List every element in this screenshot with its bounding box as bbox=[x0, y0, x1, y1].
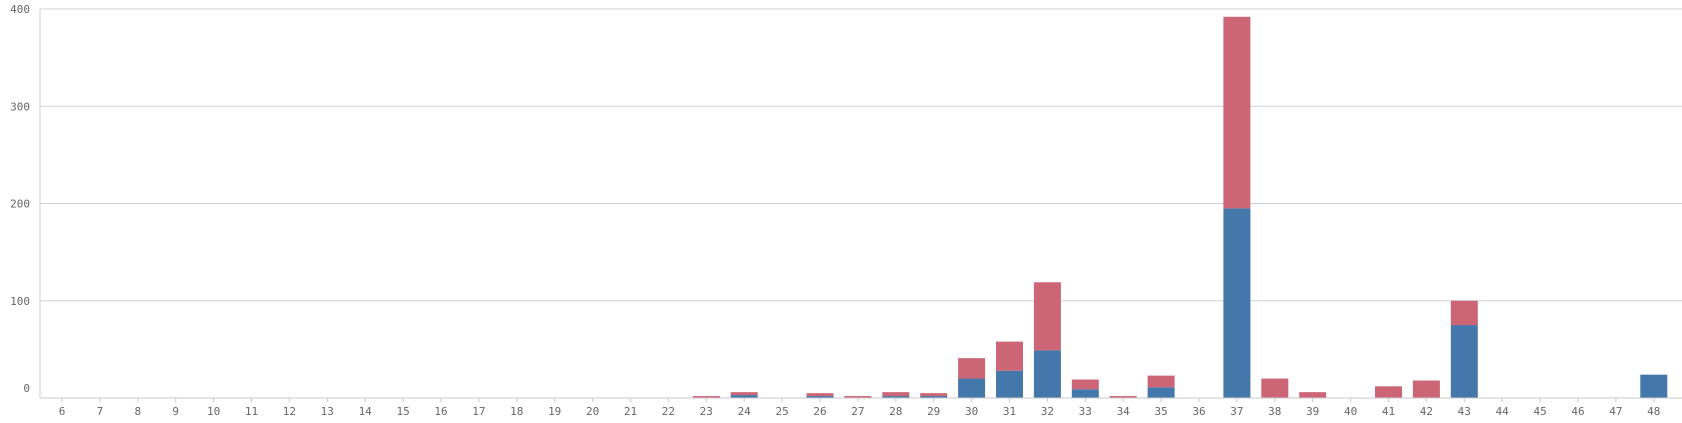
bar-segment-48-series-1 bbox=[1640, 374, 1668, 398]
x-tick-label: 31 bbox=[1003, 405, 1016, 418]
x-tick-label: 25 bbox=[775, 405, 788, 418]
x-tick-label: 43 bbox=[1458, 405, 1471, 418]
bar-segment-29-series-2 bbox=[920, 393, 948, 397]
x-tick-label: 20 bbox=[586, 405, 599, 418]
x-tick-label: 14 bbox=[359, 405, 373, 418]
bar-segment-24-series-2 bbox=[730, 392, 758, 396]
x-tick-label: 19 bbox=[548, 405, 561, 418]
x-tick-label: 48 bbox=[1647, 405, 1660, 418]
x-tick-label: 10 bbox=[207, 405, 220, 418]
y-tick-label: 200 bbox=[10, 198, 30, 211]
x-tick-label: 21 bbox=[624, 405, 637, 418]
x-tick-label: 18 bbox=[510, 405, 523, 418]
x-tick-label: 17 bbox=[472, 405, 485, 418]
y-axis-ticks: 0 100 200 300 400 bbox=[10, 3, 30, 395]
x-tick-label: 32 bbox=[1041, 405, 1054, 418]
x-tick-label: 28 bbox=[889, 405, 902, 418]
x-tick-label: 42 bbox=[1420, 405, 1433, 418]
bar-segment-35-series-2 bbox=[1147, 375, 1175, 388]
bar-segment-35-series-1 bbox=[1147, 387, 1175, 398]
bar-segment-43-series-1 bbox=[1450, 325, 1478, 398]
x-tick-label: 44 bbox=[1496, 405, 1510, 418]
bar-segment-34-series-2 bbox=[1109, 396, 1137, 398]
bar-segment-30-series-1 bbox=[958, 378, 986, 398]
bar-segment-27-series-2 bbox=[844, 396, 872, 398]
bar-segment-41-series-2 bbox=[1375, 386, 1402, 398]
x-tick-label: 26 bbox=[813, 405, 826, 418]
bar-segment-24-series-1 bbox=[730, 395, 758, 398]
bar-segment-33-series-2 bbox=[1071, 379, 1099, 390]
x-tick-label: 37 bbox=[1230, 405, 1243, 418]
x-tick-label: 33 bbox=[1079, 405, 1092, 418]
bar-segment-26-series-1 bbox=[806, 396, 834, 398]
bar-segment-32-series-2 bbox=[1033, 282, 1061, 351]
x-tick-label: 22 bbox=[662, 405, 675, 418]
x-tick-label: 45 bbox=[1533, 405, 1546, 418]
x-tick-label: 11 bbox=[245, 405, 258, 418]
y-tick-label: 0 bbox=[23, 382, 30, 395]
bar-segment-30-series-2 bbox=[958, 358, 986, 379]
bar-segment-33-series-1 bbox=[1071, 389, 1099, 398]
bar-segment-23-series-2 bbox=[692, 396, 720, 398]
x-tick-label: 12 bbox=[283, 405, 296, 418]
x-tick-label: 35 bbox=[1154, 405, 1167, 418]
bar-segment-43-series-2 bbox=[1450, 300, 1478, 326]
bar-segment-29-series-1 bbox=[920, 396, 948, 398]
bar-segment-37-series-1 bbox=[1223, 208, 1251, 398]
x-tick-label: 6 bbox=[59, 405, 66, 418]
x-tick-label: 38 bbox=[1268, 405, 1281, 418]
bar-segment-26-series-2 bbox=[806, 393, 834, 397]
bars bbox=[692, 16, 1668, 398]
x-tick-label: 30 bbox=[965, 405, 978, 418]
y-tick-label: 300 bbox=[10, 100, 30, 113]
x-tick-label: 24 bbox=[738, 405, 752, 418]
bar-segment-31-series-2 bbox=[996, 341, 1023, 371]
gridlines bbox=[39, 8, 1682, 398]
x-tick-label: 7 bbox=[97, 405, 104, 418]
y-tick-label: 100 bbox=[10, 295, 30, 308]
bar-segment-32-series-1 bbox=[1033, 350, 1061, 398]
x-tick-label: 41 bbox=[1382, 405, 1395, 418]
x-tick-label: 29 bbox=[927, 405, 940, 418]
x-tick-label: 15 bbox=[396, 405, 409, 418]
x-tick-label: 23 bbox=[700, 405, 713, 418]
x-tick-label: 36 bbox=[1192, 405, 1205, 418]
bar-segment-28-series-2 bbox=[882, 392, 910, 397]
bar-segment-37-series-2 bbox=[1223, 16, 1251, 209]
x-tick-label: 27 bbox=[851, 405, 864, 418]
x-tick-label: 16 bbox=[434, 405, 447, 418]
x-tick-label: 13 bbox=[321, 405, 334, 418]
bar-segment-42-series-2 bbox=[1412, 380, 1440, 398]
bar-segment-31-series-1 bbox=[996, 370, 1023, 398]
y-tick-label: 400 bbox=[10, 3, 30, 16]
bar-segment-38-series-2 bbox=[1261, 378, 1289, 398]
x-axis-ticks: 6 7 8 9 10 11 12 13 14 15 16 17 18 19 20 21 22 23 24 25 26 27… bbox=[59, 398, 1660, 418]
bar-segment-39-series-2 bbox=[1299, 392, 1327, 398]
x-tick-label: 47 bbox=[1609, 405, 1622, 418]
x-tick-label: 8 bbox=[134, 405, 141, 418]
x-tick-label: 34 bbox=[1117, 405, 1131, 418]
x-tick-label: 40 bbox=[1344, 405, 1357, 418]
x-tick-label: 9 bbox=[172, 405, 179, 418]
x-tick-label: 46 bbox=[1571, 405, 1584, 418]
bar-segment-28-series-1 bbox=[882, 396, 910, 398]
x-tick-label: 39 bbox=[1306, 405, 1319, 418]
